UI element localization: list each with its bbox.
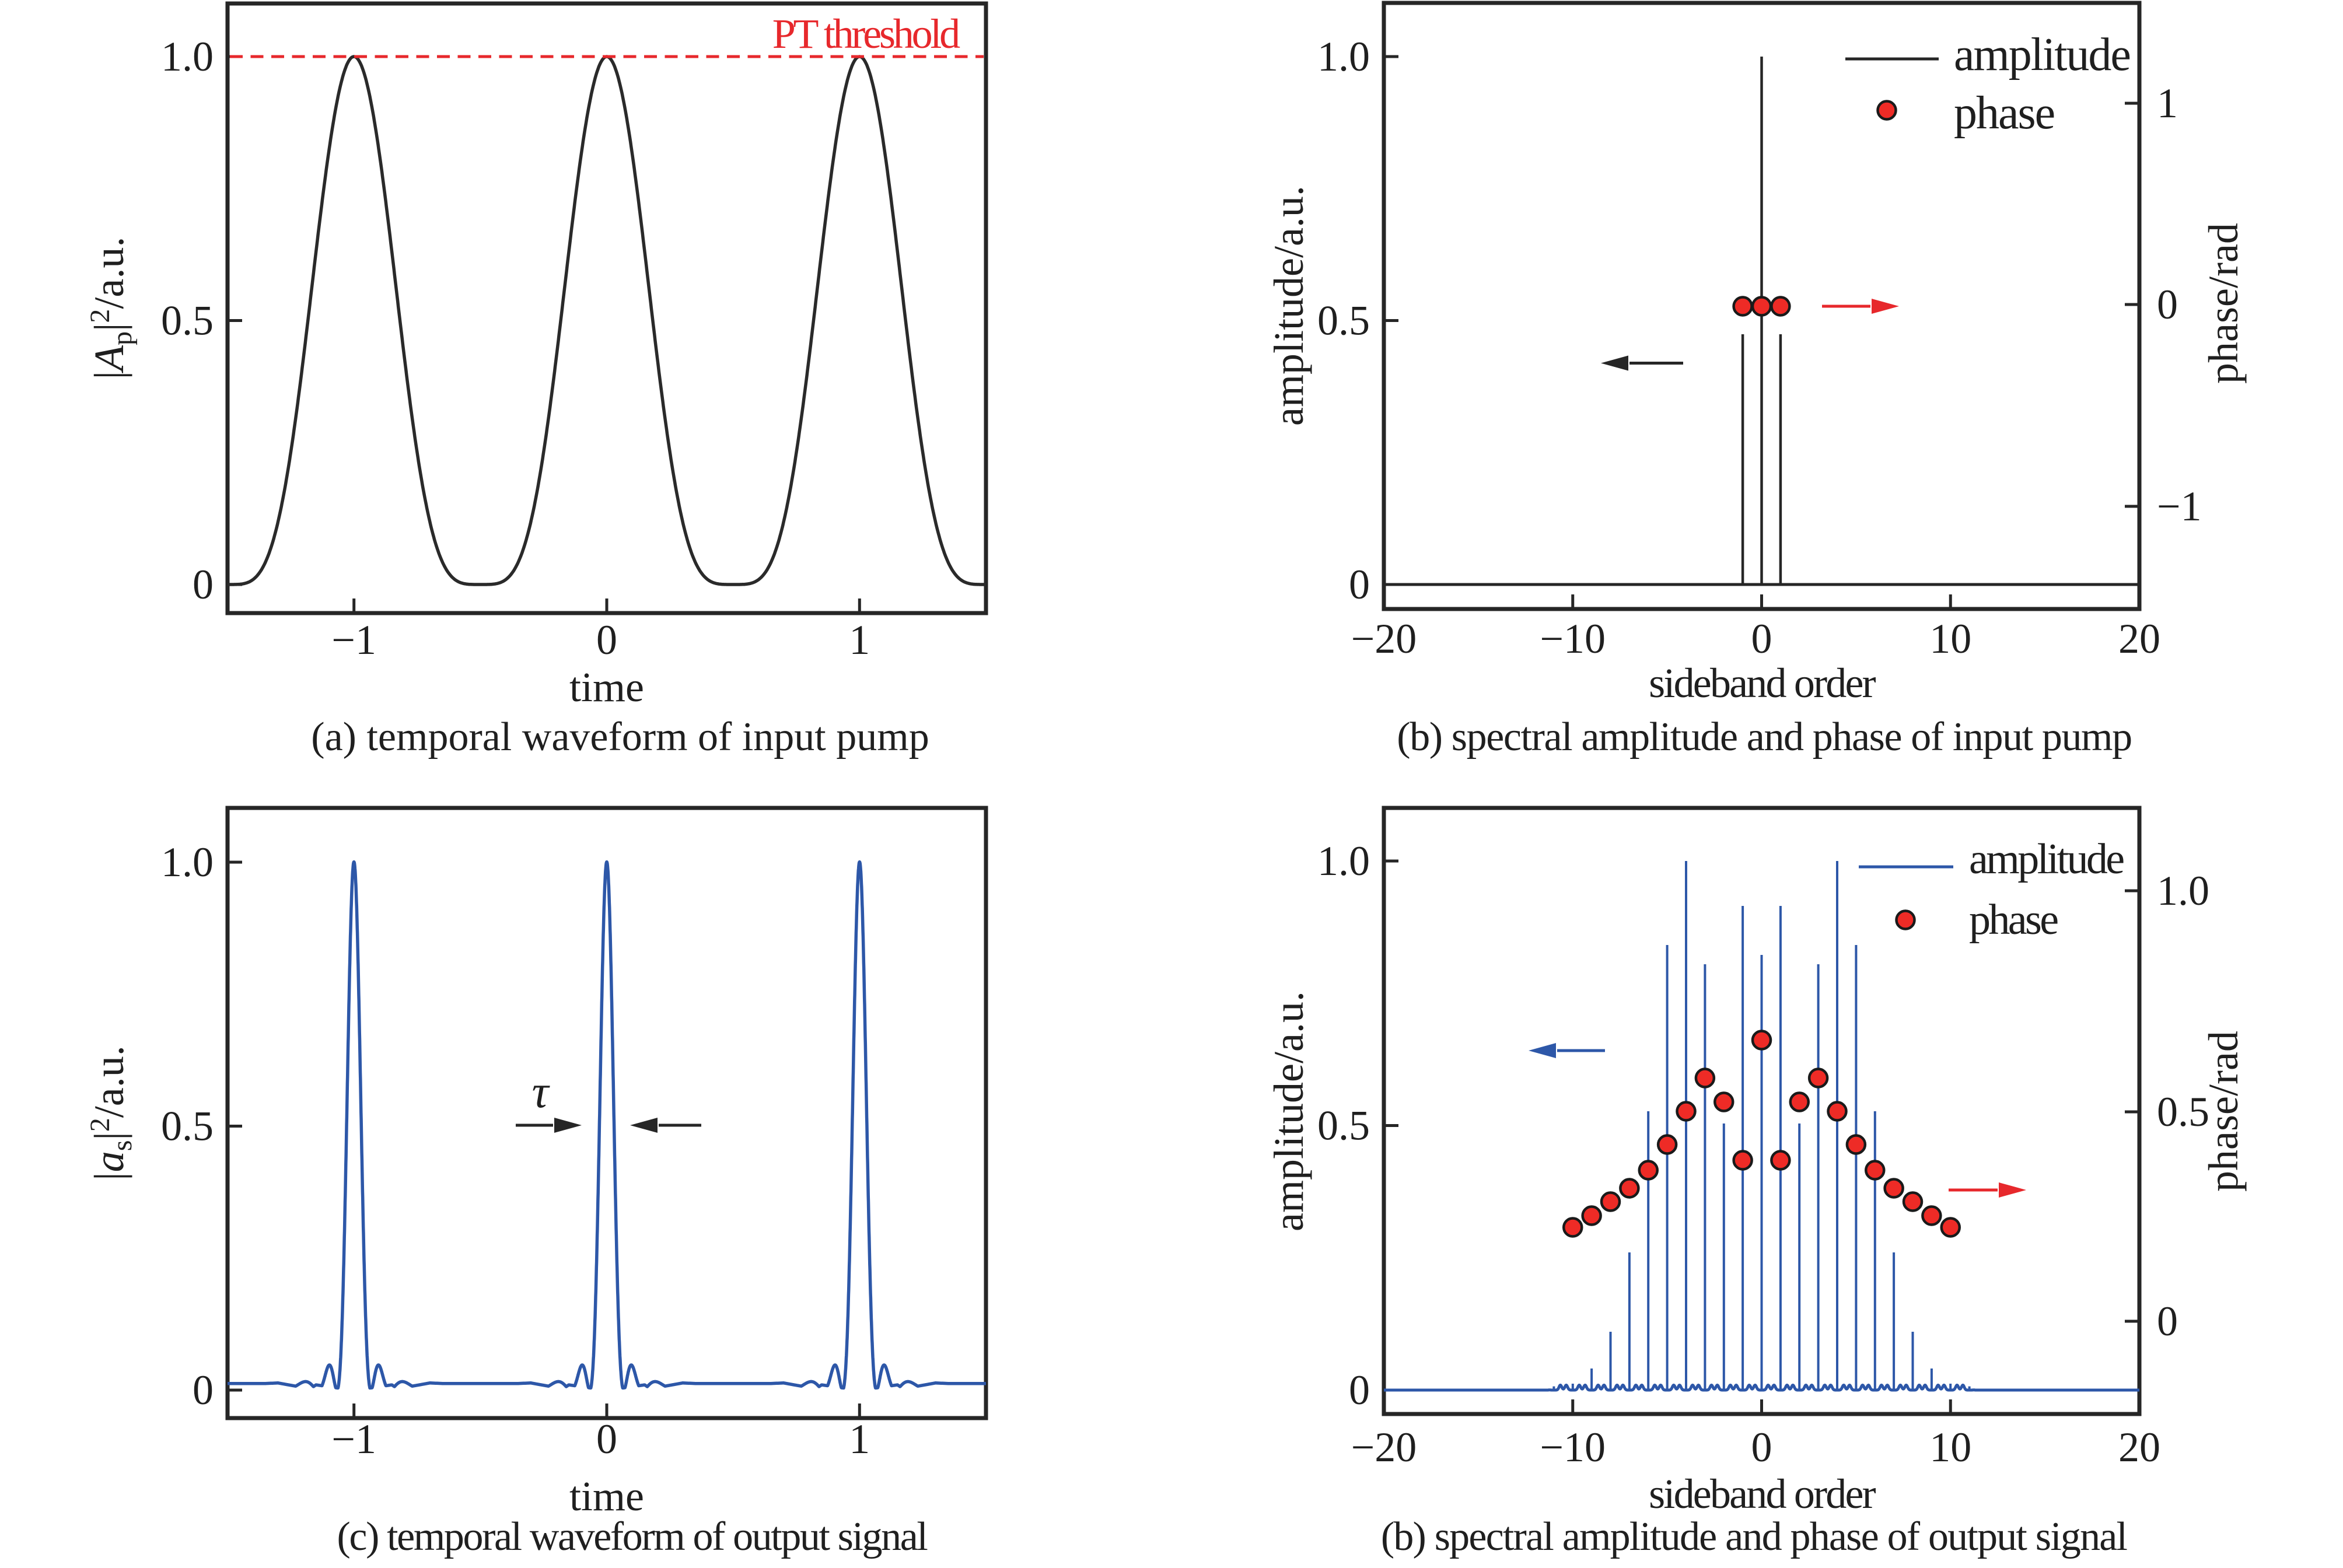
svg-text:1: 1 bbox=[849, 1416, 870, 1462]
svg-text:0.5: 0.5 bbox=[1317, 298, 1370, 344]
svg-text:1: 1 bbox=[849, 617, 870, 663]
svg-text:1.0: 1.0 bbox=[1317, 838, 1370, 884]
svg-text:0.5: 0.5 bbox=[2157, 1088, 2209, 1135]
svg-text:0: 0 bbox=[1751, 1424, 1772, 1471]
svg-text:2: 2 bbox=[85, 1118, 116, 1132]
svg-text:0: 0 bbox=[2157, 1298, 2178, 1345]
svg-text:(a) temporal waveform of input: (a) temporal waveform of input pump bbox=[311, 715, 929, 760]
svg-text:amplitude: amplitude bbox=[1954, 29, 2130, 80]
svg-text:time: time bbox=[569, 1473, 644, 1520]
svg-text:1.0: 1.0 bbox=[2157, 867, 2209, 914]
svg-text:20: 20 bbox=[2118, 615, 2160, 662]
svg-text:(c) temporal waveform of outpu: (c) temporal waveform of output signal bbox=[337, 1514, 928, 1559]
svg-text:|: | bbox=[86, 371, 132, 379]
svg-text:amplitude/a.u.: amplitude/a.u. bbox=[1265, 186, 1312, 426]
svg-text:(b) spectral amplitude and pha: (b) spectral amplitude and phase of outp… bbox=[1381, 1514, 2128, 1559]
svg-text:|: | bbox=[86, 1172, 132, 1180]
svg-text:0: 0 bbox=[596, 617, 617, 663]
svg-text:0: 0 bbox=[596, 1416, 617, 1462]
svg-text:/a.u.: /a.u. bbox=[86, 1045, 132, 1118]
svg-text:−10: −10 bbox=[1540, 1424, 1606, 1471]
svg-text:1.0: 1.0 bbox=[161, 33, 214, 80]
svg-text:time: time bbox=[569, 664, 644, 710]
svg-text:|: | bbox=[86, 323, 132, 331]
svg-text:0: 0 bbox=[1751, 615, 1772, 662]
svg-text:/a.u.: /a.u. bbox=[86, 237, 132, 309]
svg-text:0: 0 bbox=[1349, 561, 1370, 608]
svg-text:0: 0 bbox=[2157, 281, 2178, 328]
svg-text:1.0: 1.0 bbox=[1317, 33, 1370, 80]
svg-text:−1: −1 bbox=[331, 617, 376, 663]
svg-text:10: 10 bbox=[1929, 1424, 1971, 1471]
svg-text:sideband order: sideband order bbox=[1649, 660, 1876, 706]
svg-text:PT threshold: PT threshold bbox=[772, 10, 960, 57]
svg-text:0: 0 bbox=[193, 561, 214, 608]
svg-text:1.0: 1.0 bbox=[161, 839, 214, 886]
svg-text:0: 0 bbox=[193, 1367, 214, 1413]
svg-text:p: p bbox=[107, 331, 138, 345]
svg-text:0.5: 0.5 bbox=[1317, 1102, 1370, 1149]
svg-text:phase/rad: phase/rad bbox=[2200, 1031, 2247, 1192]
svg-text:τ: τ bbox=[532, 1066, 551, 1118]
svg-text:−20: −20 bbox=[1351, 1424, 1417, 1471]
svg-text:(b) spectral amplitude and pha: (b) spectral amplitude and phase of inpu… bbox=[1397, 715, 2131, 760]
svg-text:20: 20 bbox=[2118, 1424, 2160, 1471]
svg-text:s: s bbox=[107, 1140, 138, 1152]
svg-text:sideband order: sideband order bbox=[1649, 1471, 1876, 1517]
svg-text:−1: −1 bbox=[331, 1416, 376, 1462]
svg-text:−20: −20 bbox=[1351, 615, 1417, 662]
svg-text:phase: phase bbox=[1969, 896, 2058, 944]
svg-text:phase: phase bbox=[1954, 88, 2054, 139]
svg-text:phase/rad: phase/rad bbox=[2200, 223, 2247, 384]
svg-text:10: 10 bbox=[1929, 615, 1971, 662]
svg-text:−1: −1 bbox=[2157, 483, 2202, 530]
svg-text:0: 0 bbox=[1349, 1367, 1370, 1413]
svg-text:−10: −10 bbox=[1540, 615, 1606, 662]
svg-text:2: 2 bbox=[85, 309, 116, 323]
svg-text:amplitude: amplitude bbox=[1969, 835, 2124, 883]
svg-text:0.5: 0.5 bbox=[161, 1103, 214, 1150]
svg-text:1: 1 bbox=[2157, 80, 2178, 127]
svg-text:0.5: 0.5 bbox=[161, 298, 214, 344]
svg-text:|: | bbox=[86, 1132, 132, 1140]
svg-text:amplitude/a.u.: amplitude/a.u. bbox=[1265, 991, 1312, 1231]
